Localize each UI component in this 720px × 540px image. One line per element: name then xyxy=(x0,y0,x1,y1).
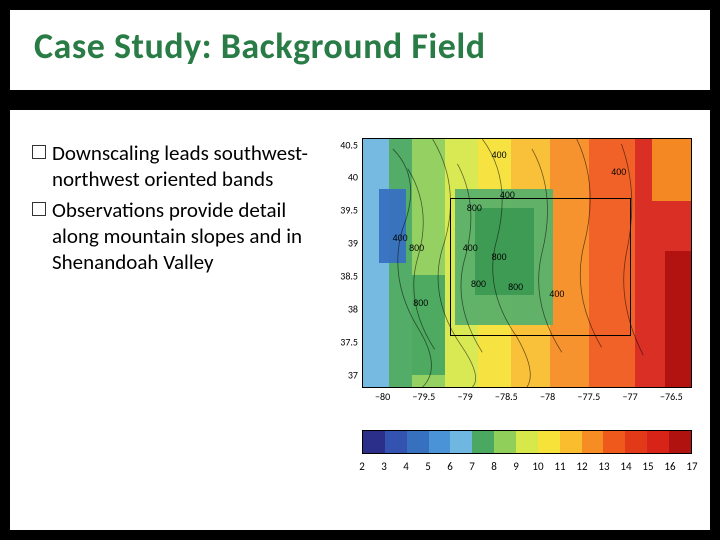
colorbar-tick-label: 17 xyxy=(686,460,697,473)
y-tick-label: 38.5 xyxy=(328,270,358,283)
colorbar-tick-label: 11 xyxy=(554,460,565,473)
colorbar-tick-label: 9 xyxy=(513,460,519,473)
colorbar-segment xyxy=(450,431,472,453)
contour-label: 400 xyxy=(393,233,408,243)
colorbar-ticks: 234567891011121314151617 xyxy=(362,460,692,476)
y-tick-label: 39 xyxy=(328,237,358,250)
colorbar-segment xyxy=(363,431,385,453)
colorbar-segment xyxy=(647,431,669,453)
contour-label: 800 xyxy=(409,243,424,253)
contour-label: 400 xyxy=(492,150,507,160)
colorbar-tick-label: 5 xyxy=(425,460,431,473)
x-tick-label: −77.5 xyxy=(578,390,601,403)
x-tick-label: −78.5 xyxy=(495,390,518,403)
x-tick-label: −76.5 xyxy=(660,390,683,403)
colorbar-segment xyxy=(603,431,625,453)
contour-label: 400 xyxy=(611,167,626,177)
colorbar-tick-label: 16 xyxy=(664,460,675,473)
title-divider xyxy=(10,90,710,110)
colorbar-segment xyxy=(494,431,516,453)
colorbar-tick-label: 4 xyxy=(403,460,409,473)
colorbar xyxy=(362,430,692,454)
colorbar-tick-label: 12 xyxy=(576,460,587,473)
contour-label: 800 xyxy=(413,298,428,308)
bullet-list: Downscaling leads southwest-northwest or… xyxy=(32,140,312,279)
colorbar-segment xyxy=(560,431,582,453)
colorbar-tick-label: 3 xyxy=(381,460,387,473)
y-tick-label: 39.5 xyxy=(328,204,358,217)
inset-box xyxy=(450,198,632,336)
x-tick-label: −79.5 xyxy=(413,390,436,403)
colorbar-tick-label: 2 xyxy=(359,460,365,473)
square-outline-icon xyxy=(32,145,46,159)
y-tick-label: 38 xyxy=(328,303,358,316)
colorbar-tick-label: 13 xyxy=(598,460,609,473)
list-item: Downscaling leads southwest-northwest or… xyxy=(32,140,312,193)
x-tick-label: −79 xyxy=(458,390,473,403)
colorbar-segment xyxy=(582,431,604,453)
list-item: Observations provide detail along mounta… xyxy=(32,197,312,276)
colorbar-tick-label: 10 xyxy=(532,460,543,473)
square-outline-icon xyxy=(32,202,46,216)
colorbar-tick-label: 7 xyxy=(469,460,475,473)
colorbar-tick-label: 6 xyxy=(447,460,453,473)
colorbar-segment xyxy=(516,431,538,453)
colorbar-segment xyxy=(625,431,647,453)
colorbar-tick-label: 14 xyxy=(620,460,631,473)
colorbar-segment xyxy=(385,431,407,453)
colorbar-segment xyxy=(669,431,691,453)
slide-panel: Case Study: Background Field Downscaling… xyxy=(10,10,710,530)
x-tick-label: −77 xyxy=(623,390,638,403)
heatmap-plot: 400400400800400800400800800800400800 xyxy=(362,138,692,388)
colorbar-segment xyxy=(472,431,494,453)
colorbar-segment xyxy=(429,431,451,453)
map-figure: 3737.53838.53939.54040.5 xyxy=(328,130,698,510)
y-tick-label: 40.5 xyxy=(328,138,358,151)
colorbar-tick-label: 8 xyxy=(491,460,497,473)
colorbar-segment xyxy=(538,431,560,453)
x-tick-label: −80 xyxy=(375,390,390,403)
slide-title: Case Study: Background Field xyxy=(34,24,486,68)
colorbar-segment xyxy=(407,431,429,453)
bullet-text: Observations provide detail along mounta… xyxy=(52,197,312,276)
y-tick-label: 40 xyxy=(328,171,358,184)
x-tick-label: −78 xyxy=(540,390,555,403)
y-tick-label: 37.5 xyxy=(328,335,358,348)
colorbar-tick-label: 15 xyxy=(642,460,653,473)
bullet-text: Downscaling leads southwest-northwest or… xyxy=(52,140,312,193)
y-tick-label: 37 xyxy=(328,368,358,381)
